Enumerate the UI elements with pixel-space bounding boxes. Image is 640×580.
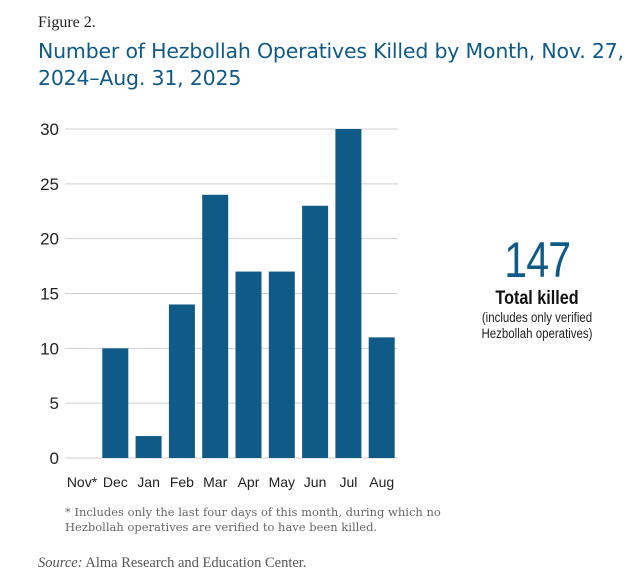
x-tick-label: Nov*	[67, 474, 98, 490]
total-value: 147	[504, 232, 571, 288]
chart-title: Number of Hezbollah Operatives Killed by…	[38, 39, 624, 90]
x-tick-label: Apr	[238, 474, 260, 490]
y-tick-label: 30	[40, 120, 59, 139]
source-text: Alma Research and Education Center.	[82, 555, 307, 571]
y-tick-label: 0	[50, 449, 59, 468]
bar-may	[268, 271, 295, 458]
x-tick-label: Feb	[170, 474, 194, 490]
bar-mar	[202, 194, 229, 459]
bar-chart: 0 5 10 15 20 25 30 Nov* Dec Jan Feb Mar Apr May Jun Ju…	[40, 120, 398, 490]
x-tick-label: Jan	[137, 474, 160, 490]
x-axis-labels: Nov* Dec Jan Feb Mar Apr May Jun Jul Aug	[67, 474, 394, 490]
bar-apr	[235, 271, 262, 458]
source-line: Source: Alma Research and Education Cent…	[38, 555, 306, 572]
y-axis-ticks: 0 5 10 15 20 25 30	[40, 120, 59, 468]
x-tick-label: May	[269, 474, 295, 490]
x-tick-label: Jun	[304, 474, 327, 490]
total-note-line2: Hezbollah operatives)	[481, 326, 593, 341]
bar-jul	[335, 129, 362, 458]
figure-label: Figure 2.	[38, 14, 96, 31]
x-tick-label: Dec	[103, 474, 128, 490]
total-note-line1: (includes only verified	[481, 310, 593, 325]
bar-jun	[302, 205, 329, 458]
x-tick-label: Aug	[369, 474, 394, 490]
y-tick-label: 15	[40, 285, 59, 304]
total-label: Total killed	[495, 288, 579, 309]
footnote: * Includes only the last four days of th…	[65, 505, 441, 534]
y-tick-label: 10	[40, 339, 59, 358]
y-tick-label: 25	[40, 175, 59, 194]
bar-dec	[102, 348, 129, 458]
y-tick-label: 5	[50, 394, 59, 413]
bar-feb	[168, 304, 195, 458]
bar-aug	[368, 337, 395, 458]
source-label: Source:	[38, 555, 83, 571]
x-tick-label: Mar	[203, 474, 227, 490]
x-tick-label: Jul	[339, 474, 357, 490]
total-summary: 147 Total killed (includes only verified…	[462, 232, 612, 342]
bars	[102, 129, 395, 459]
y-tick-label: 20	[40, 230, 59, 249]
bar-jan	[135, 436, 162, 458]
